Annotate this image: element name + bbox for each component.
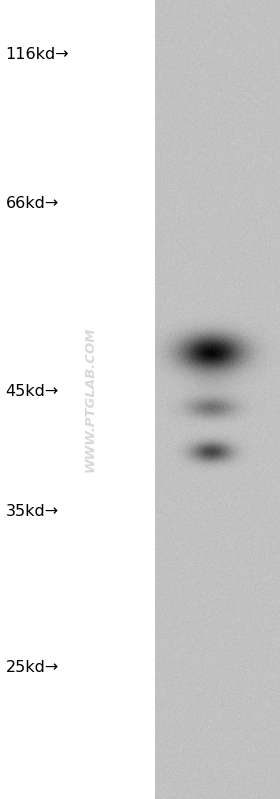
Text: 66kd→: 66kd→	[6, 197, 59, 211]
Text: 35kd→: 35kd→	[6, 504, 59, 519]
Text: 25kd→: 25kd→	[6, 660, 59, 674]
Text: WWW.PTGLAB.COM: WWW.PTGLAB.COM	[83, 327, 96, 472]
Text: 116kd→: 116kd→	[6, 47, 69, 62]
Text: 45kd→: 45kd→	[6, 384, 59, 399]
